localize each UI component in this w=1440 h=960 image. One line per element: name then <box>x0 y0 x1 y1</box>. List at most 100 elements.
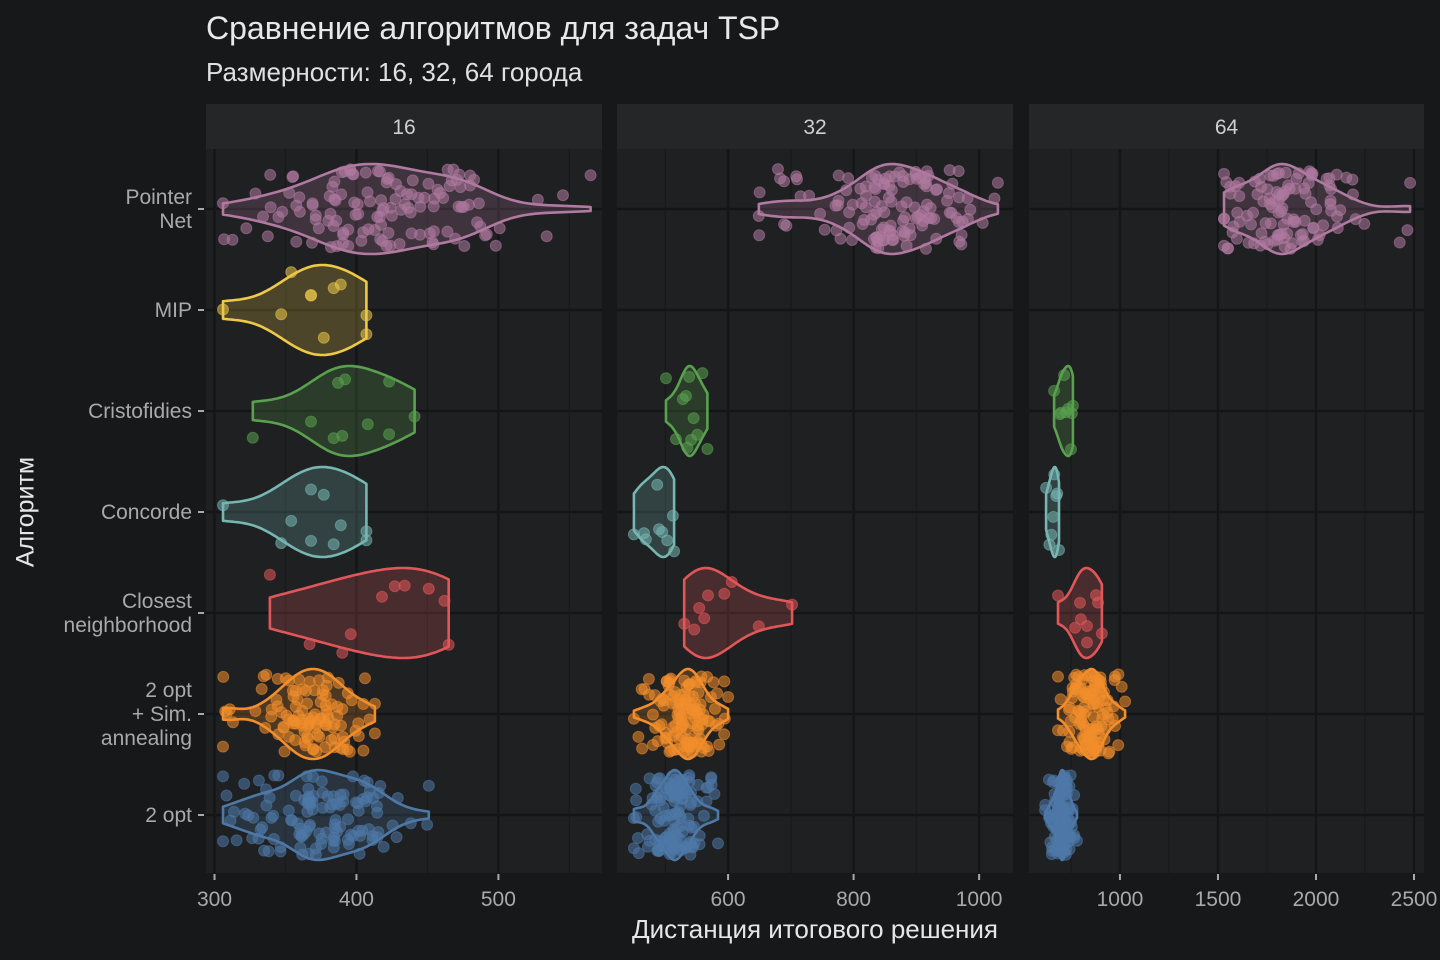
data-point <box>264 168 277 181</box>
data-point <box>334 519 347 532</box>
data-point <box>661 534 674 547</box>
data-point <box>372 787 385 799</box>
data-point <box>383 428 396 441</box>
data-point <box>452 200 465 213</box>
data-point <box>262 845 275 858</box>
data-point <box>450 173 463 186</box>
data-point <box>382 227 395 239</box>
x-tick-label: 1500 <box>1195 888 1242 911</box>
data-point <box>632 730 645 743</box>
data-point <box>753 186 766 199</box>
x-tick-label: 400 <box>339 888 374 911</box>
data-point <box>696 367 709 380</box>
data-point <box>272 728 285 741</box>
data-point <box>328 175 341 188</box>
data-point <box>557 189 569 202</box>
data-point <box>909 212 922 225</box>
data-point <box>334 741 347 754</box>
data-point <box>1218 213 1230 225</box>
data-point <box>683 370 696 383</box>
violin-group <box>217 465 373 559</box>
data-point <box>1331 222 1344 234</box>
data-point <box>639 533 652 546</box>
data-point <box>408 410 421 423</box>
data-point <box>267 833 280 845</box>
data-point <box>309 213 322 226</box>
data-point <box>1245 218 1257 231</box>
data-point <box>780 219 793 232</box>
data-point <box>869 183 882 195</box>
data-point <box>1224 187 1237 200</box>
data-point <box>271 700 284 713</box>
data-point <box>351 198 364 211</box>
data-point <box>943 187 955 199</box>
data-point <box>335 188 348 201</box>
data-point <box>217 303 229 316</box>
data-point <box>375 194 388 207</box>
facet-strip <box>206 104 602 149</box>
data-point <box>1095 680 1108 693</box>
data-point <box>302 847 315 860</box>
data-point <box>421 818 434 831</box>
data-point <box>678 617 691 630</box>
data-point <box>324 207 337 220</box>
data-point <box>1054 693 1067 706</box>
data-point <box>374 233 387 246</box>
data-point <box>1393 236 1406 249</box>
data-point <box>584 169 597 182</box>
data-point <box>357 744 370 757</box>
data-point <box>347 829 360 842</box>
violin-group <box>1040 465 1065 559</box>
data-point <box>952 215 965 228</box>
x-tick-label: 800 <box>836 888 871 911</box>
data-point <box>427 238 440 251</box>
data-point <box>458 240 471 252</box>
data-point <box>313 674 325 687</box>
data-point <box>283 186 296 199</box>
data-point <box>818 223 831 236</box>
data-point <box>240 222 253 235</box>
data-point <box>315 775 328 788</box>
data-point <box>676 825 689 838</box>
data-point <box>680 390 692 402</box>
data-point <box>630 794 643 807</box>
violin-group <box>627 667 735 761</box>
data-point <box>988 192 1001 205</box>
data-point <box>858 214 871 226</box>
data-point <box>1284 242 1297 255</box>
data-point <box>1119 695 1132 708</box>
data-point <box>718 728 731 741</box>
data-point <box>1112 739 1125 752</box>
data-point <box>371 210 384 223</box>
y-tick-label: Closest neighborhood <box>63 590 192 637</box>
data-point <box>344 628 357 641</box>
data-point <box>363 713 376 726</box>
data-point <box>353 847 366 860</box>
data-point <box>327 220 340 232</box>
data-point <box>718 587 731 600</box>
data-point <box>317 488 330 501</box>
data-point <box>1058 369 1071 382</box>
data-point <box>290 235 303 248</box>
data-point <box>357 698 370 710</box>
data-point <box>464 179 477 192</box>
data-point <box>360 309 373 322</box>
data-point <box>1085 726 1098 739</box>
data-point <box>223 703 236 716</box>
data-point <box>931 183 943 196</box>
data-point <box>691 722 704 735</box>
data-point <box>472 197 485 210</box>
data-point <box>272 211 285 223</box>
data-point <box>1276 202 1289 215</box>
data-point <box>296 683 309 696</box>
data-point <box>651 478 664 491</box>
data-point <box>976 216 989 229</box>
data-point <box>955 229 968 241</box>
data-point <box>1051 487 1064 500</box>
data-point <box>220 789 233 802</box>
data-point <box>920 242 932 255</box>
data-point <box>843 206 856 219</box>
data-point <box>217 499 229 512</box>
data-point <box>1047 510 1060 523</box>
